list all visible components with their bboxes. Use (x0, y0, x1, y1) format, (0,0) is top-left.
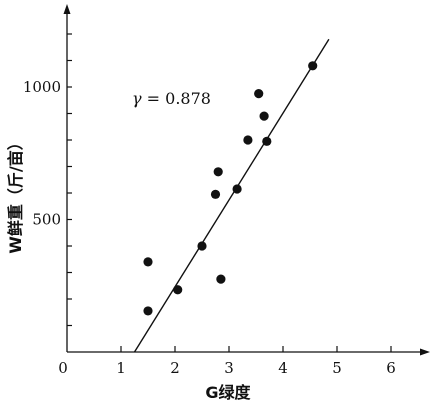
correlation-symbol: γ (132, 89, 142, 108)
y-ticks: 500 1000 (23, 33, 72, 327)
x-tick-label: 5 (332, 359, 342, 377)
data-point (197, 241, 207, 251)
data-point (262, 136, 272, 146)
data-point (232, 184, 242, 194)
x-tick-label: 1 (116, 359, 126, 377)
data-point (259, 111, 269, 121)
y-axis-arrow (63, 4, 71, 14)
x-tick-label: 2 (170, 359, 180, 377)
data-point (216, 274, 226, 284)
x-tick-label: 6 (386, 359, 396, 377)
data-point (254, 89, 264, 99)
data-point (213, 167, 223, 177)
x-tick-label: 4 (278, 359, 288, 377)
correlation-annotation: γ = 0.878 (132, 89, 211, 108)
data-point (210, 189, 221, 199)
data-point (173, 285, 183, 295)
y-tick-label: 1000 (23, 78, 61, 96)
data-point (308, 61, 318, 71)
x-tick-label: 3 (224, 359, 234, 377)
x-axis-arrow (420, 348, 430, 356)
data-point (243, 135, 253, 145)
regression-line (133, 38, 330, 353)
correlation-value: = 0.878 (142, 89, 211, 108)
data-point (143, 306, 153, 316)
y-tick-label: 500 (32, 211, 61, 229)
data-point (143, 257, 153, 267)
x-axis-title: G绿度 (205, 383, 251, 402)
x-tick-label: 0 (58, 359, 68, 377)
y-axis-title: W鲜重（斤/亩） (6, 134, 25, 254)
x-ticks: 0 1 2 3 4 5 6 (58, 346, 396, 377)
data-points (143, 61, 318, 316)
